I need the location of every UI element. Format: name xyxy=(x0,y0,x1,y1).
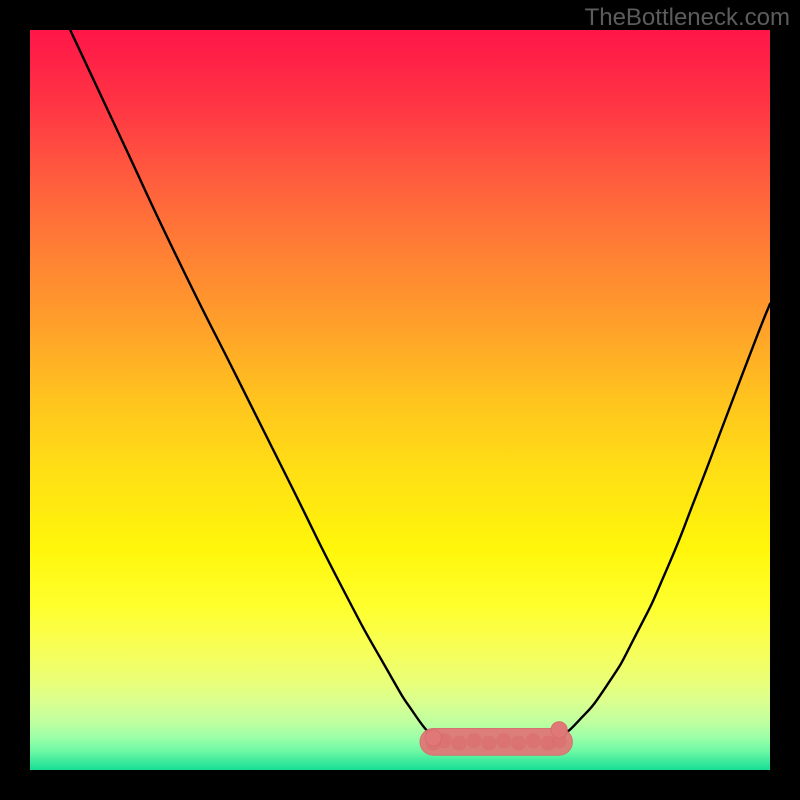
bottleneck-chart xyxy=(0,0,800,800)
watermark-text: TheBottleneck.com xyxy=(585,4,790,32)
band-dot xyxy=(467,733,482,748)
band-dot xyxy=(452,736,467,751)
band-dot xyxy=(481,736,496,751)
band-dot xyxy=(526,733,541,748)
plot-gradient xyxy=(30,30,770,770)
band-dot xyxy=(496,733,511,748)
band-end-left xyxy=(425,730,441,746)
band-end-right xyxy=(551,722,567,738)
chart-container: TheBottleneck.com xyxy=(0,0,800,800)
band-dot xyxy=(511,736,526,751)
